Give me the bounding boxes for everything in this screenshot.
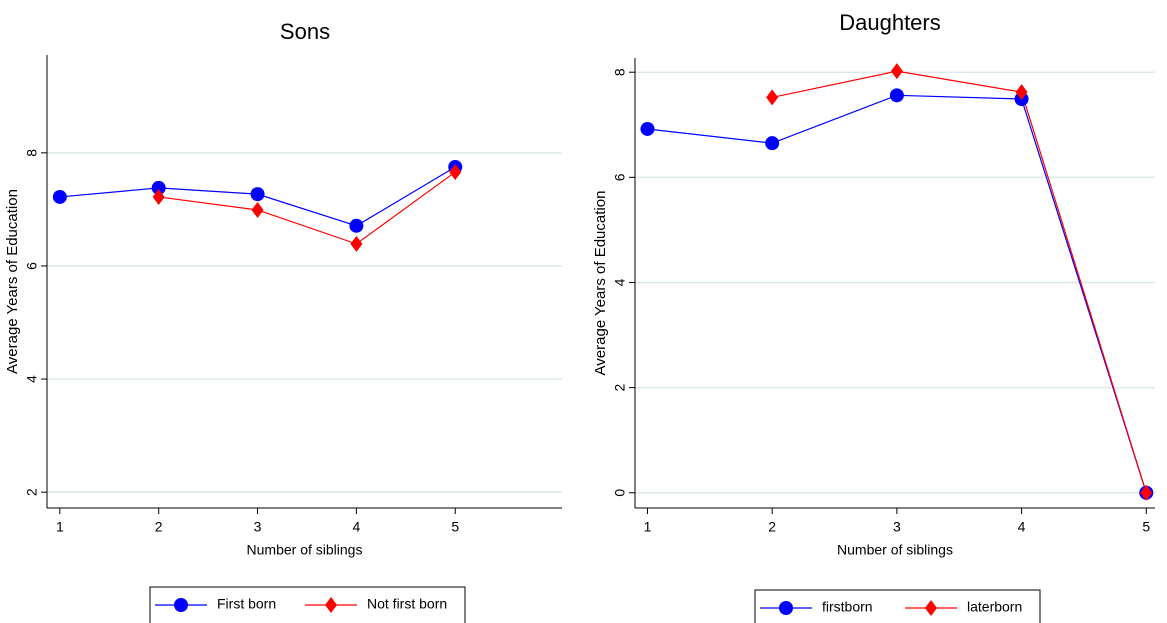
y-axis-label: Average Years of Education: [4, 189, 21, 374]
x-tick-label: 2: [768, 519, 776, 535]
marker: [350, 235, 363, 252]
marker: [152, 188, 165, 205]
x-tick-label: 1: [644, 519, 652, 535]
legend-label: firstborn: [822, 599, 873, 615]
y-tick-label: 2: [24, 488, 40, 496]
series-line: [647, 94, 1147, 493]
marker: [174, 598, 188, 612]
x-tick-label: 5: [1142, 519, 1150, 535]
x-tick-label: 3: [254, 519, 262, 535]
x-axis-label: Number of siblings: [837, 542, 953, 558]
marker: [1140, 484, 1153, 501]
chart-title: Sons: [280, 19, 330, 44]
marker: [766, 89, 779, 106]
y-tick-label: 2: [612, 384, 628, 392]
x-axis-label: Number of siblings: [247, 542, 363, 558]
series-line: [158, 171, 456, 245]
marker: [1015, 84, 1028, 101]
y-tick-label: 6: [612, 173, 628, 181]
marker: [151, 180, 166, 195]
x-tick-label: 2: [155, 519, 163, 535]
series-line: [772, 70, 1147, 493]
marker: [765, 136, 780, 151]
marker: [779, 601, 793, 615]
y-tick-label: 8: [24, 149, 40, 157]
chart-title: Daughters: [839, 10, 941, 35]
y-tick-label: 4: [612, 278, 628, 286]
y-tick-label: 8: [612, 68, 628, 76]
marker: [251, 201, 264, 218]
x-tick-label: 1: [56, 519, 64, 535]
y-tick-label: 0: [612, 489, 628, 497]
legend-label: laterborn: [967, 599, 1022, 615]
legend-label: Not first born: [367, 596, 447, 612]
marker: [349, 218, 364, 233]
x-tick-label: 3: [893, 519, 901, 535]
marker: [890, 63, 903, 80]
marker: [449, 164, 462, 181]
marker: [925, 600, 937, 616]
marker: [889, 88, 904, 103]
legend-box: [754, 589, 1041, 623]
x-tick-label: 5: [451, 519, 459, 535]
legend-label: First born: [217, 596, 276, 612]
y-axis-label: Average Years of Education: [592, 191, 609, 376]
marker: [52, 189, 67, 204]
y-tick-label: 6: [24, 262, 40, 270]
marker: [250, 187, 265, 202]
marker: [640, 121, 655, 136]
marker: [325, 597, 337, 613]
x-tick-label: 4: [1018, 519, 1026, 535]
y-tick-label: 4: [24, 375, 40, 383]
x-tick-label: 4: [352, 519, 360, 535]
